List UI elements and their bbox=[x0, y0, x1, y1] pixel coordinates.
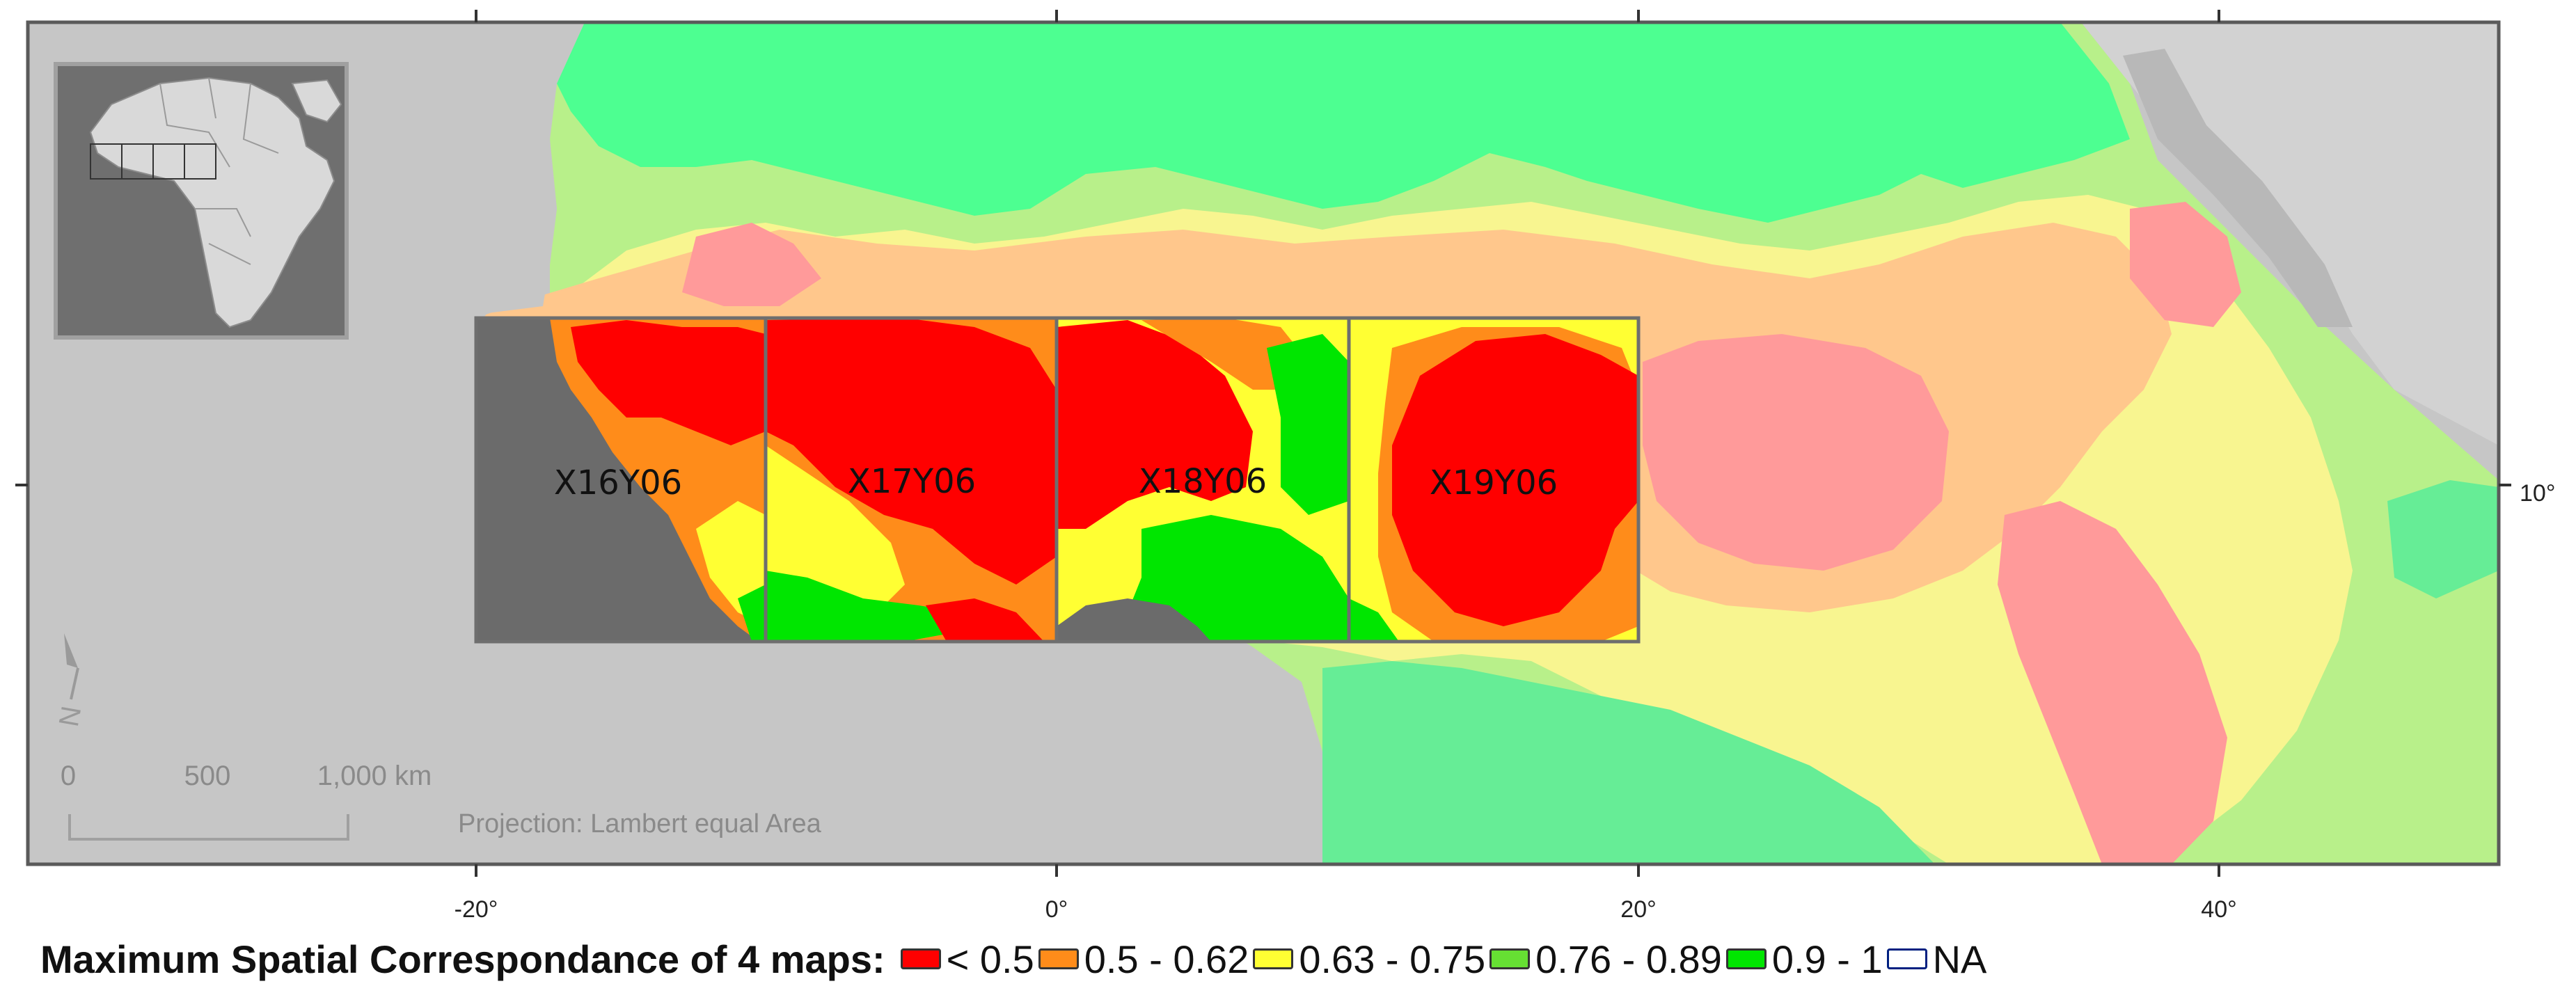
gulf-of-guinea bbox=[28, 626, 1322, 864]
map-frame-content: X16Y06 X17Y06 X18Y06 X19Y06 N 0 500 bbox=[28, 22, 2499, 864]
legend-label: < 0.5 bbox=[946, 937, 1034, 981]
legend-label: 0.76 - 0.89 bbox=[1535, 937, 1722, 981]
scale-label-1000: 1,000 km bbox=[317, 761, 432, 791]
tile-x19y06-fill bbox=[1349, 318, 1638, 642]
tile-x18y06-fill bbox=[1057, 318, 1349, 642]
legend-label: 0.63 - 0.75 bbox=[1299, 937, 1486, 981]
legend-label: 0.5 - 0.62 bbox=[1084, 937, 1249, 981]
lon-tick-0: 0° bbox=[1045, 896, 1068, 923]
tile-x17y06-fill bbox=[766, 318, 1057, 642]
legend-swatch bbox=[1253, 948, 1294, 969]
scale-label-500: 500 bbox=[184, 761, 231, 791]
legend-item: 0.63 - 0.75 bbox=[1253, 937, 1485, 982]
inset-locator-map bbox=[54, 62, 349, 340]
tile-label-x17y06: X17Y06 bbox=[848, 462, 976, 501]
map-frame bbox=[26, 20, 2501, 866]
lon-tick-minus20: -20° bbox=[455, 896, 498, 923]
legend-item: 0.5 - 0.62 bbox=[1038, 937, 1249, 982]
lon-tick-40: 40° bbox=[2201, 896, 2236, 923]
legend: Maximum Spatial Correspondance of 4 maps… bbox=[40, 931, 1991, 987]
legend-swatch bbox=[1490, 948, 1531, 969]
pale-red-zone-central bbox=[1643, 334, 1949, 571]
pale-red-zone-east bbox=[1998, 501, 2227, 864]
tile-x16y06-fill bbox=[476, 318, 766, 642]
legend-swatch bbox=[900, 948, 941, 969]
red-sea bbox=[2123, 49, 2353, 327]
lat-tick-10: 10° bbox=[2520, 480, 2555, 507]
east-green bbox=[2387, 480, 2499, 598]
legend-item: NA bbox=[1886, 937, 1987, 982]
legend-item: 0.76 - 0.89 bbox=[1490, 937, 1722, 982]
legend-swatch bbox=[1725, 948, 1767, 969]
tile-borders bbox=[474, 316, 1641, 644]
pale-red-zone-north bbox=[682, 223, 821, 306]
tile-label-x16y06: X16Y06 bbox=[554, 463, 682, 502]
graticule-ticks bbox=[15, 10, 2511, 877]
lon-tick-20: 20° bbox=[1620, 896, 1656, 923]
legend-item: 0.9 - 1 bbox=[1725, 937, 1883, 982]
legend-label: 0.9 - 1 bbox=[1771, 937, 1883, 981]
legend-items: < 0.5 0.5 - 0.62 0.63 - 0.75 0.76 - 0.89 0.9… bbox=[900, 937, 1991, 982]
tile-border-x19y06 bbox=[1347, 316, 1641, 644]
legend-swatch bbox=[1038, 948, 1079, 969]
projection-note: Projection: Lambert equal Area bbox=[458, 809, 822, 839]
tile-label-x18y06: X18Y06 bbox=[1139, 462, 1267, 501]
inset-africa-shape bbox=[89, 77, 335, 328]
scale-label-0: 0 bbox=[61, 761, 76, 791]
sahara-band bbox=[557, 22, 2130, 223]
tile-label-x19y06: X19Y06 bbox=[1430, 463, 1558, 502]
tiles-layer bbox=[476, 318, 1638, 642]
legend-item: < 0.5 bbox=[900, 937, 1034, 982]
pale-red-zone-ne bbox=[2130, 202, 2241, 327]
savanna-green bbox=[1322, 661, 1935, 864]
legend-title: Maximum Spatial Correspondance of 4 maps… bbox=[40, 937, 885, 981]
legend-swatch bbox=[1886, 948, 1927, 969]
scale-bar: 0 500 1,000 km bbox=[61, 761, 432, 841]
legend-label: NA bbox=[1932, 937, 1987, 981]
